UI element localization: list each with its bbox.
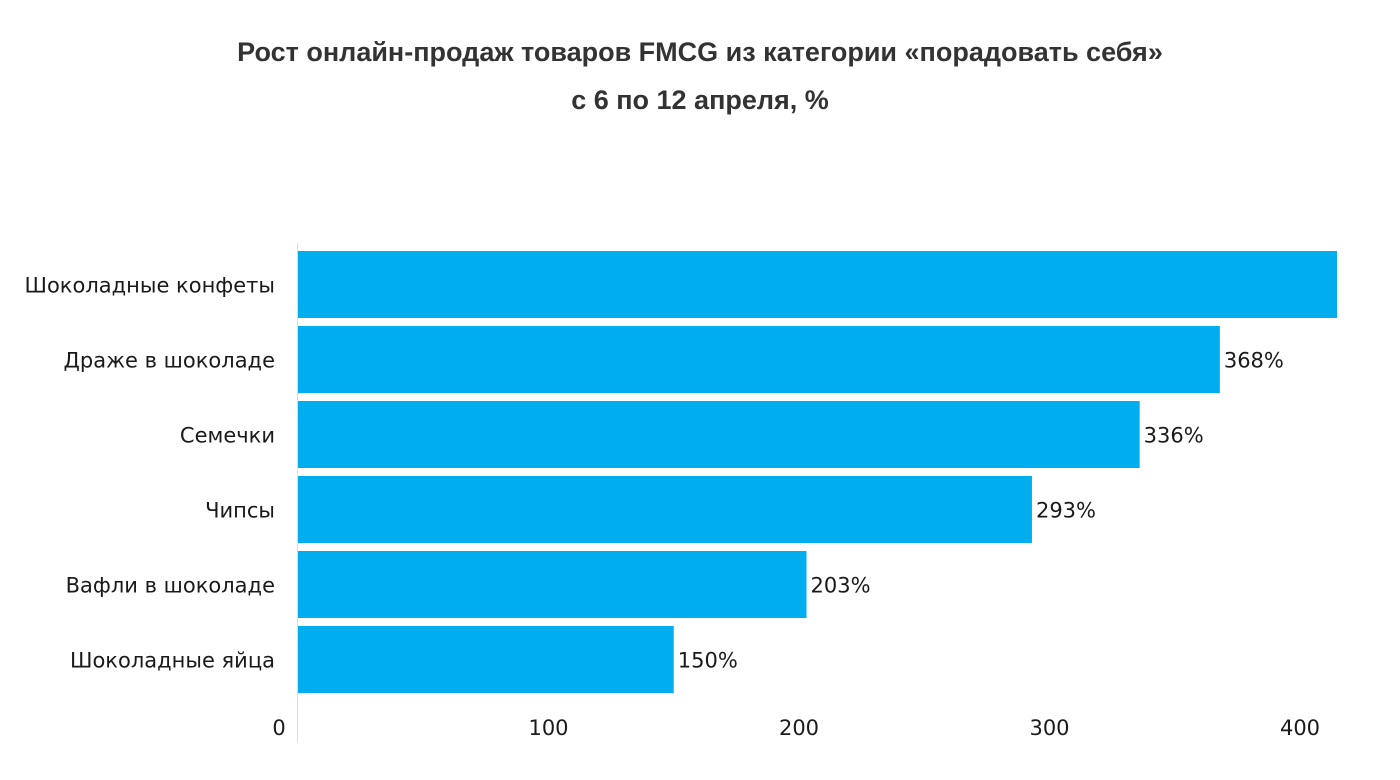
data-label: 203% <box>811 574 871 598</box>
bar <box>298 626 674 693</box>
x-tick-label: 200 <box>779 716 819 740</box>
x-tick-label: 400 <box>1280 716 1320 740</box>
bar <box>298 401 1140 468</box>
category-label: Вафли в шоколаде <box>66 574 275 598</box>
data-label: 336% <box>1144 424 1204 448</box>
bar <box>298 551 807 618</box>
bar <box>298 476 1032 543</box>
bar <box>298 326 1220 393</box>
chart-title-block: Рост онлайн-продаж товаров FMCG из катег… <box>0 28 1400 124</box>
data-label: 368% <box>1224 349 1284 373</box>
data-label: 293% <box>1036 499 1096 523</box>
bar <box>298 251 1337 318</box>
chart-subtitle: с 6 по 12 апреля, % <box>571 85 829 115</box>
category-label: Чипсы <box>205 499 275 523</box>
x-tick-label: 300 <box>1029 716 1069 740</box>
category-label: Шоколадные яйца <box>70 649 275 673</box>
chart-title: Рост онлайн-продаж товаров FMCG из катег… <box>237 37 1163 67</box>
category-label: Семечки <box>180 424 275 448</box>
x-tick-label: 100 <box>528 716 568 740</box>
data-label: 150% <box>678 649 738 673</box>
category-label: Драже в шоколаде <box>64 349 276 373</box>
x-tick-label: 0 <box>272 716 285 740</box>
category-label: Шоколадные конфеты <box>24 274 275 298</box>
